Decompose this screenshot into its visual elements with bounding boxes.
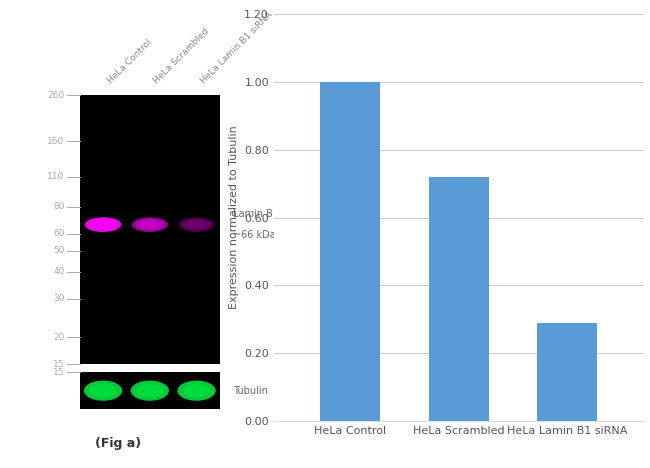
Text: 40: 40 (53, 267, 64, 276)
Bar (429, 177, 489, 421)
Ellipse shape (182, 219, 211, 231)
Ellipse shape (84, 380, 122, 401)
Text: 260: 260 (47, 91, 64, 100)
Text: 60: 60 (53, 229, 64, 238)
Text: 110: 110 (47, 172, 64, 181)
Ellipse shape (187, 221, 205, 228)
Text: 80: 80 (53, 202, 64, 211)
Ellipse shape (131, 380, 169, 401)
Text: 20: 20 (53, 333, 64, 342)
Ellipse shape (135, 219, 164, 231)
Bar (80, 95, 220, 364)
Text: 15: 15 (53, 360, 64, 369)
Text: HeLa Lamin B1 siRNA: HeLa Lamin B1 siRNA (199, 10, 274, 85)
Y-axis label: Expression normalized to Tubulin: Expression normalized to Tubulin (229, 126, 239, 309)
Text: 15: 15 (53, 368, 64, 377)
Ellipse shape (88, 219, 118, 231)
Ellipse shape (141, 221, 159, 228)
Ellipse shape (178, 217, 215, 232)
Bar (538, 323, 597, 421)
Text: 50: 50 (53, 246, 64, 255)
Ellipse shape (90, 384, 116, 398)
Ellipse shape (136, 384, 163, 398)
Ellipse shape (131, 217, 168, 232)
Text: Lamin B1: Lamin B1 (233, 210, 279, 219)
Text: (Fig a): (Fig a) (95, 438, 141, 451)
Ellipse shape (85, 217, 122, 232)
Text: HeLa Scrambled: HeLa Scrambled (152, 26, 211, 85)
Bar (80, 373, 220, 409)
Text: 30: 30 (53, 294, 64, 303)
Text: Tubulin: Tubulin (233, 386, 268, 395)
Text: HeLa Control: HeLa Control (106, 37, 153, 85)
Ellipse shape (183, 384, 210, 398)
Text: 160: 160 (47, 137, 64, 146)
Text: ~66 kDa: ~66 kDa (233, 230, 276, 240)
Bar (320, 82, 380, 421)
Ellipse shape (177, 380, 216, 401)
Ellipse shape (94, 221, 112, 228)
